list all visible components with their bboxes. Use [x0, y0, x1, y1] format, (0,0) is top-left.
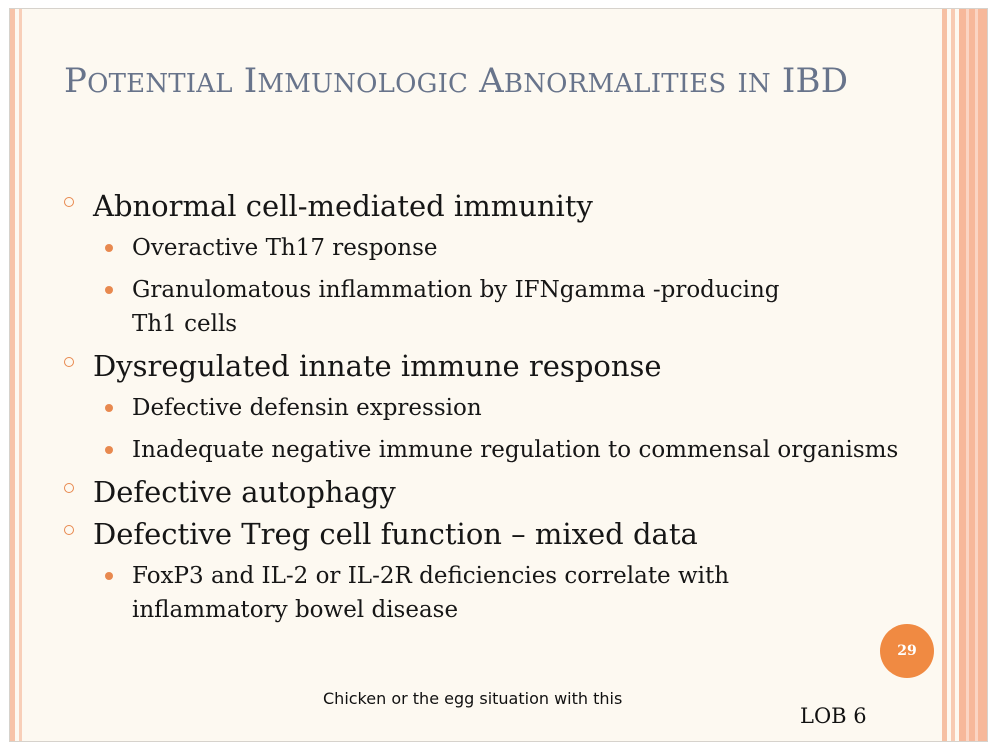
sub-bullet-item: Defective defensin expression — [60, 391, 940, 425]
ring-bullet-icon — [64, 525, 74, 535]
right-border-stripe — [942, 9, 947, 741]
right-border-stripe — [966, 9, 969, 741]
ring-bullet-icon — [64, 197, 74, 207]
ring-bullet-icon — [64, 483, 74, 493]
footer-label: LOB 6 — [800, 704, 867, 728]
left-border-stripe-inner — [19, 9, 22, 741]
speaker-note-text: Chicken or the egg situation with this — [323, 689, 623, 708]
sub-bullet-item: Inadequate negative immune regulation to… — [60, 433, 932, 467]
bullet-item: Abnormal cell-mediated immunity — [60, 189, 940, 223]
sub-bullet-item: FoxP3 and IL-2 or IL-2R deficiencies cor… — [60, 559, 892, 627]
right-border-stripe — [975, 9, 978, 741]
dot-bullet-icon — [105, 572, 113, 580]
left-border-stripe — [10, 9, 15, 741]
bullet-item: Defective Treg cell function – mixed dat… — [60, 517, 940, 551]
dot-bullet-icon — [105, 446, 113, 454]
sub-bullet-item: Overactive Th17 response — [60, 231, 940, 265]
right-border-band — [959, 9, 987, 741]
sub-bullet-item: Granulomatous inflammation by IFNgamma -… — [60, 273, 792, 341]
dot-bullet-icon — [105, 244, 113, 252]
bullet-list: Abnormal cell-mediated immunity Overacti… — [60, 189, 940, 635]
bullet-item: Defective autophagy — [60, 475, 940, 509]
bullet-item: Dysregulated innate immune response — [60, 349, 940, 383]
page-number-badge: 29 — [880, 624, 934, 678]
dot-bullet-icon — [105, 404, 113, 412]
dot-bullet-icon — [105, 286, 113, 294]
slide-title: POTENTIAL IMMUNOLOGIC ABNORMALITIES IN I… — [64, 61, 849, 101]
slide: POTENTIAL IMMUNOLOGIC ABNORMALITIES IN I… — [9, 8, 988, 742]
right-border-stripe — [951, 9, 955, 741]
ring-bullet-icon — [64, 357, 74, 367]
